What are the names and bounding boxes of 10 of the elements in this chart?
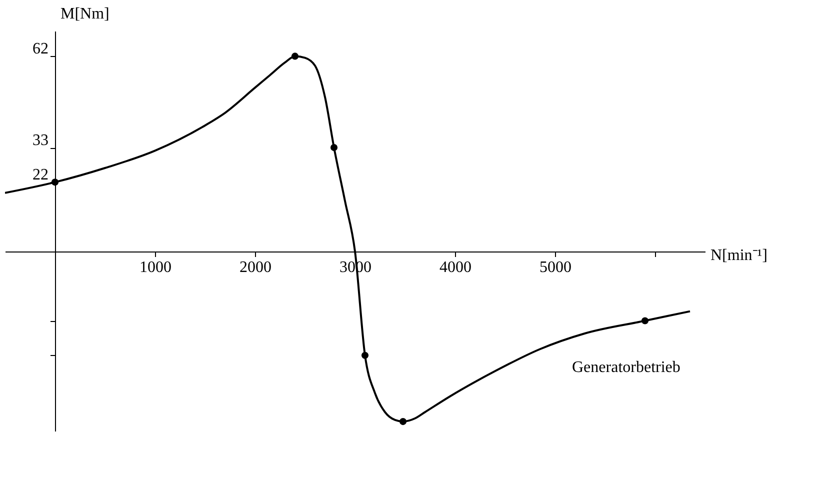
x-axis-title: N[min⁻¹] (710, 246, 768, 264)
y-tick-label: 62 (32, 40, 48, 58)
y-tick-label: 33 (32, 132, 48, 150)
y-tick-label: 22 (32, 166, 48, 184)
x-tick-label: 4000 (440, 258, 472, 276)
x-tick-label: 1000 (140, 258, 172, 276)
x-tick-label: 5000 (540, 258, 572, 276)
y-axis-title: M[Nm] (60, 6, 110, 22)
x-tick-label: 2000 (240, 258, 272, 276)
annotation: Generatorbetrieb (572, 359, 680, 376)
